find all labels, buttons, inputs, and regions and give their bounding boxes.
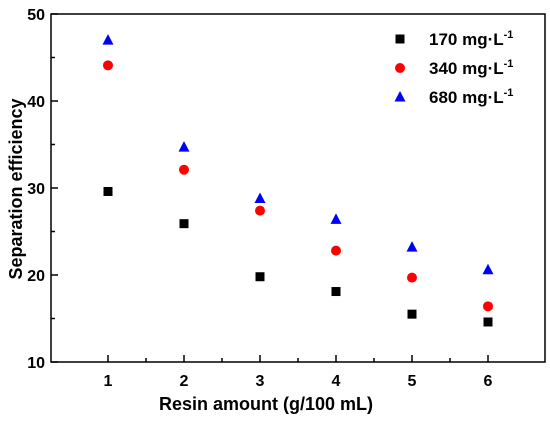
- data-point-series-1: [179, 219, 189, 229]
- legend-marker-2: [395, 63, 405, 73]
- legend-marker-1: [395, 34, 405, 44]
- data-point-series-1: [331, 287, 341, 297]
- data-point-series-3: [482, 263, 494, 275]
- x-axis-label: Resin amount (g/100 mL): [159, 394, 373, 414]
- legend-label-superscript: -1: [504, 87, 514, 99]
- legend-marker-3: [394, 91, 406, 102]
- data-point-series-2: [407, 272, 417, 283]
- data-point-series-3: [406, 241, 418, 252]
- legend-label-1: 170 mg·L-1: [429, 29, 513, 49]
- y-tick-label: 10: [27, 355, 45, 372]
- data-point-series-2: [179, 164, 189, 175]
- x-tick-label: 5: [408, 373, 417, 390]
- y-tick-label: 20: [27, 268, 45, 285]
- data-point-series-3: [254, 192, 266, 203]
- data-point-series-2: [331, 245, 341, 256]
- data-point-series-1: [407, 309, 417, 319]
- x-tick-label: 1: [104, 373, 113, 390]
- y-tick-label: 40: [27, 94, 45, 111]
- data-point-series-2: [483, 301, 493, 312]
- data-point-series-3: [178, 141, 190, 152]
- x-tick-label: 6: [484, 373, 493, 390]
- y-tick-label: 30: [27, 181, 45, 198]
- data-point-series-1: [255, 272, 265, 282]
- axes-layer: 10 20 30 40 50 1 2 3 4 5 6: [27, 7, 546, 390]
- data-point-series-1: [483, 317, 493, 327]
- x-tick-label: 3: [256, 373, 265, 390]
- data-point-series-3: [330, 213, 342, 224]
- legend-label-superscript: -1: [504, 58, 514, 70]
- data-point-series-3: [102, 34, 114, 45]
- x-tick-label: 2: [180, 373, 189, 390]
- legend-label-superscript: -1: [504, 29, 514, 41]
- marks-layer: [102, 34, 494, 327]
- legend-label-2: 340 mg·L-1: [429, 58, 513, 78]
- y-axis-label: Separation efficiency: [6, 98, 26, 279]
- legend: 170 mg·L-1 340 mg·L-1 680 mg·L-1: [394, 29, 513, 107]
- data-point-series-2: [255, 205, 265, 216]
- data-point-series-1: [103, 186, 113, 196]
- x-tick-label: 4: [332, 373, 341, 390]
- data-point-series-2: [103, 60, 113, 71]
- legend-label-3: 680 mg·L-1: [429, 87, 513, 107]
- y-tick-label: 50: [27, 7, 45, 24]
